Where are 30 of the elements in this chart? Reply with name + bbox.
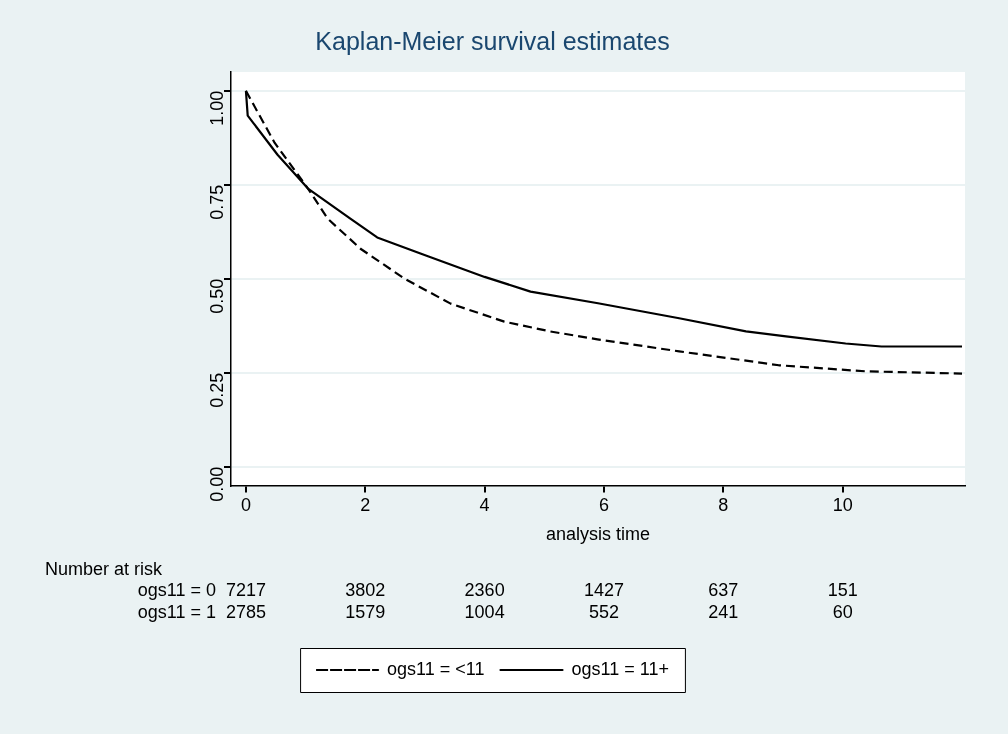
text: ogs11 = 0 — [137, 580, 216, 601]
text: 1427 — [583, 580, 624, 601]
legend-label: ogs11 = 11+ — [571, 658, 669, 679]
y-tick-label: 0.00 — [206, 466, 227, 502]
x-tick-label: 10 — [832, 495, 853, 516]
x-tick-label: 8 — [718, 495, 729, 516]
x-tick-label: 4 — [479, 495, 490, 516]
legend-label: ogs11 = <11 — [387, 658, 485, 679]
text: 637 — [708, 580, 739, 601]
text: 1004 — [464, 601, 505, 622]
x-tick-label: 0 — [240, 495, 251, 516]
y-tick-label: 0.50 — [206, 278, 227, 314]
text: 1579 — [345, 601, 386, 622]
text: 60 — [832, 601, 853, 622]
text: 241 — [708, 601, 739, 622]
text: ogs11 = 1 — [137, 601, 216, 622]
x-tick-label: 2 — [360, 495, 371, 516]
text: 151 — [827, 580, 858, 601]
text: 2785 — [225, 601, 266, 622]
text: 3802 — [345, 580, 386, 601]
text: Number at risk — [45, 558, 164, 579]
y-tick-label: 1.00 — [206, 90, 227, 126]
text: 552 — [588, 601, 619, 622]
y-tick-label: 0.75 — [206, 184, 227, 220]
x-axis-title: analysis time — [545, 523, 651, 544]
chart-title: Kaplan-Meier survival estimates — [315, 26, 670, 55]
y-tick-label: 0.25 — [206, 372, 227, 408]
x-tick-label: 6 — [598, 495, 609, 516]
text: 2360 — [464, 580, 505, 601]
text: 7217 — [225, 580, 266, 601]
